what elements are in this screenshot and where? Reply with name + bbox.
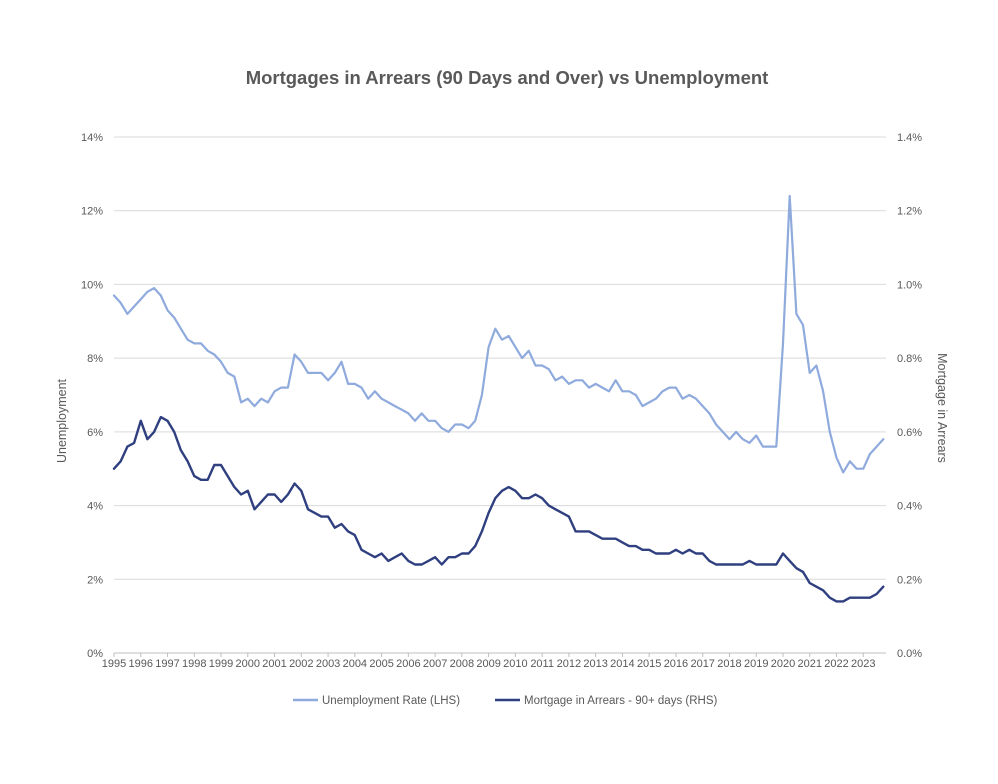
y-tick-left: 12% <box>81 206 103 218</box>
x-tick: 2016 <box>664 658 688 670</box>
y-tick-right: 0.6% <box>897 427 922 439</box>
y-tick-right: 1.2% <box>897 206 922 218</box>
y-tick-left: 4% <box>87 501 103 513</box>
y-tick-right: 1.0% <box>897 279 922 291</box>
x-axis: 1995 1996 1997 1998 1999 2000 2001 2002 2003 2004… <box>102 653 875 670</box>
x-tick: 2004 <box>343 658 367 670</box>
x-tick: 2011 <box>530 658 554 670</box>
legend-label-arrears: Mortgage in Arrears - 90+ days (RHS) <box>524 695 718 707</box>
x-tick: 2010 <box>503 658 527 670</box>
series-lines <box>112 194 885 603</box>
x-tick: 1997 <box>155 658 179 670</box>
x-tick: 1999 <box>209 658 233 670</box>
y-tick-left: 0% <box>87 648 103 660</box>
y-tick-right: 1.4% <box>897 132 922 144</box>
gridlines <box>114 136 886 654</box>
x-tick: 2002 <box>289 658 313 670</box>
y-tick-right: 0.8% <box>897 353 922 365</box>
x-tick: 2009 <box>476 658 500 670</box>
y-tick-left: 14% <box>81 132 103 144</box>
left-y-axis: 0% 2% 4% 6% 8% 10% 12% 14% <box>81 132 103 660</box>
x-tick: 2005 <box>369 658 393 670</box>
x-tick: 2007 <box>423 658 447 670</box>
x-tick: 2003 <box>316 658 340 670</box>
x-tick: 2006 <box>396 658 420 670</box>
x-tick: 1995 <box>102 658 126 670</box>
left-axis-title: Unemployment <box>55 378 69 463</box>
x-tick: 2008 <box>450 658 474 670</box>
y-tick-left: 6% <box>87 427 103 439</box>
x-tick: 2023 <box>851 658 875 670</box>
legend: Unemployment Rate (LHS) Mortgage in Arre… <box>293 695 718 707</box>
x-tick: 1996 <box>129 658 153 670</box>
y-tick-left: 2% <box>87 574 103 586</box>
x-tick: 2018 <box>717 658 741 670</box>
x-tick: 2022 <box>824 658 848 670</box>
x-tick: 2013 <box>583 658 607 670</box>
right-y-axis: 0.0% 0.2% 0.4% 0.6% 0.8% 1.0% 1.2% 1.4% <box>897 132 922 660</box>
legend-label-unemployment: Unemployment Rate (LHS) <box>322 695 460 707</box>
y-tick-right: 0.4% <box>897 501 922 513</box>
x-tick: 2019 <box>744 658 768 670</box>
x-tick: 2001 <box>262 658 286 670</box>
y-tick-left: 8% <box>87 353 103 365</box>
x-tick: 2015 <box>637 658 661 670</box>
x-tick: 2000 <box>236 658 260 670</box>
x-tick: 1998 <box>182 658 206 670</box>
x-tick: 2017 <box>690 658 714 670</box>
y-tick-right: 0.2% <box>897 574 922 586</box>
chart-title: Mortgages in Arrears (90 Days and Over) … <box>246 67 769 88</box>
y-tick-right: 0.0% <box>897 648 922 660</box>
y-tick-left: 10% <box>81 279 103 291</box>
series-line-unemployment <box>112 194 885 474</box>
x-tick: 2021 <box>797 658 821 670</box>
right-axis-title: Mortgage in Arrears <box>935 353 949 463</box>
x-tick: 2014 <box>610 658 634 670</box>
x-tick: 2020 <box>771 658 795 670</box>
x-tick: 2012 <box>557 658 581 670</box>
series-line-arrears <box>112 415 885 603</box>
